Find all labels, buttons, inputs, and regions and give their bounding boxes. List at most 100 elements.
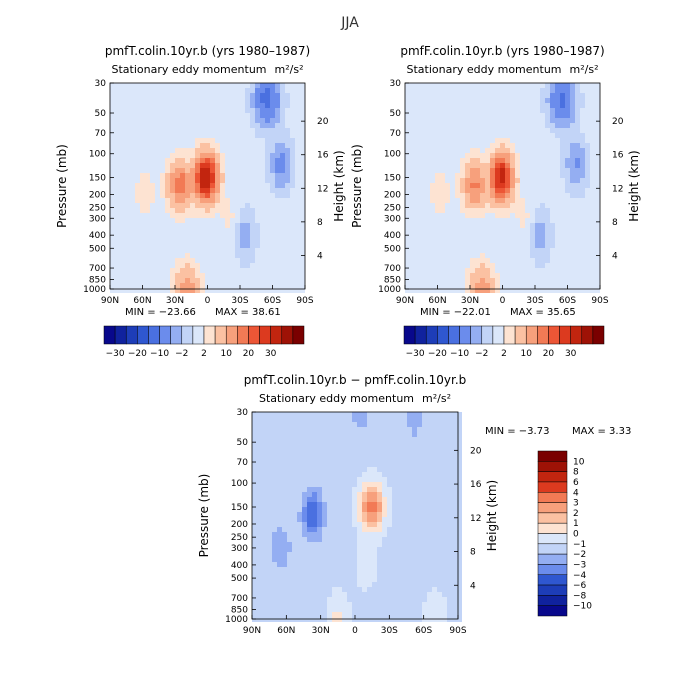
height-tick-label: 4: [612, 251, 618, 261]
field-cell: [440, 148, 445, 153]
field-cell: [445, 278, 450, 283]
field-cell: [275, 143, 280, 148]
field-cell: [352, 482, 357, 487]
field-cell: [287, 412, 292, 417]
field-cell: [515, 218, 520, 223]
field-cell: [277, 442, 282, 447]
field-cell: [252, 552, 257, 557]
field-cell: [595, 193, 600, 198]
field-cell: [125, 113, 130, 118]
field-cell: [440, 223, 445, 228]
field-cell: [427, 527, 432, 532]
field-cell: [555, 163, 560, 168]
field-cell: [545, 233, 550, 238]
field-cell: [130, 218, 135, 223]
field-cell: [447, 487, 452, 492]
field-cell: [530, 138, 535, 143]
field-cell: [287, 552, 292, 557]
field-cell: [367, 472, 372, 477]
field-cell: [480, 163, 485, 168]
field-cell: [595, 103, 600, 108]
field-cell: [575, 118, 580, 123]
field-cell: [205, 233, 210, 238]
field-cell: [470, 98, 475, 103]
field-cell: [322, 482, 327, 487]
field-cell: [255, 268, 260, 273]
field-cell: [410, 148, 415, 153]
field-cell: [282, 502, 287, 507]
field-cell: [430, 133, 435, 138]
field-cell: [475, 263, 480, 268]
field-cell: [550, 198, 555, 203]
field-cell: [437, 427, 442, 432]
field-cell: [357, 567, 362, 572]
field-cell: [432, 447, 437, 452]
field-cell: [565, 118, 570, 123]
field-cell: [175, 158, 180, 163]
field-cell: [430, 93, 435, 98]
colorbar-box: [292, 325, 305, 345]
field-cell: [440, 188, 445, 193]
field-cell: [257, 527, 262, 532]
field-cell: [407, 492, 412, 497]
field-cell: [300, 183, 305, 188]
field-cell: [445, 218, 450, 223]
field-cell: [125, 263, 130, 268]
field-cell: [215, 118, 220, 123]
field-cell: [440, 98, 445, 103]
field-cell: [110, 238, 115, 243]
field-cell: [417, 432, 422, 437]
field-cell: [445, 98, 450, 103]
field-cell: [495, 103, 500, 108]
field-cell: [250, 138, 255, 143]
field-cell: [205, 108, 210, 113]
field-cell: [505, 173, 510, 178]
field-cell: [255, 108, 260, 113]
field-cell: [580, 153, 585, 158]
field-cell: [205, 93, 210, 98]
field-cell: [257, 552, 262, 557]
field-cell: [430, 273, 435, 278]
field-cell: [210, 238, 215, 243]
field-cell: [275, 138, 280, 143]
field-cell: [505, 128, 510, 133]
field-cell: [412, 427, 417, 432]
field-cell: [120, 273, 125, 278]
colorbar-label: −30: [106, 349, 125, 359]
field-cell: [285, 118, 290, 123]
field-cell: [342, 532, 347, 537]
field-cell: [270, 233, 275, 238]
x-tick-label: 60N: [428, 296, 446, 306]
field-cell: [260, 103, 265, 108]
field-cell: [580, 108, 585, 113]
field-cell: [407, 482, 412, 487]
field-cell: [420, 218, 425, 223]
field-cell: [255, 273, 260, 278]
field-cell: [190, 213, 195, 218]
field-cell: [500, 203, 505, 208]
field-cell: [445, 258, 450, 263]
field-cell: [220, 193, 225, 198]
field-cell: [437, 562, 442, 567]
field-cell: [292, 567, 297, 572]
field-cell: [282, 587, 287, 592]
field-cell: [280, 158, 285, 163]
field-cell: [565, 123, 570, 128]
field-cell: [300, 93, 305, 98]
field-cell: [555, 188, 560, 193]
field-cell: [565, 143, 570, 148]
field-cell: [377, 512, 382, 517]
field-cell: [515, 168, 520, 173]
field-cell: [135, 168, 140, 173]
field-cell: [515, 203, 520, 208]
field-cell: [430, 143, 435, 148]
field-cell: [510, 188, 515, 193]
field-cell: [520, 103, 525, 108]
field-cell: [190, 238, 195, 243]
field-cell: [295, 283, 300, 288]
field-cell: [250, 183, 255, 188]
field-cell: [575, 173, 580, 178]
field-cell: [280, 163, 285, 168]
field-cell: [420, 158, 425, 163]
field-cell: [270, 158, 275, 163]
